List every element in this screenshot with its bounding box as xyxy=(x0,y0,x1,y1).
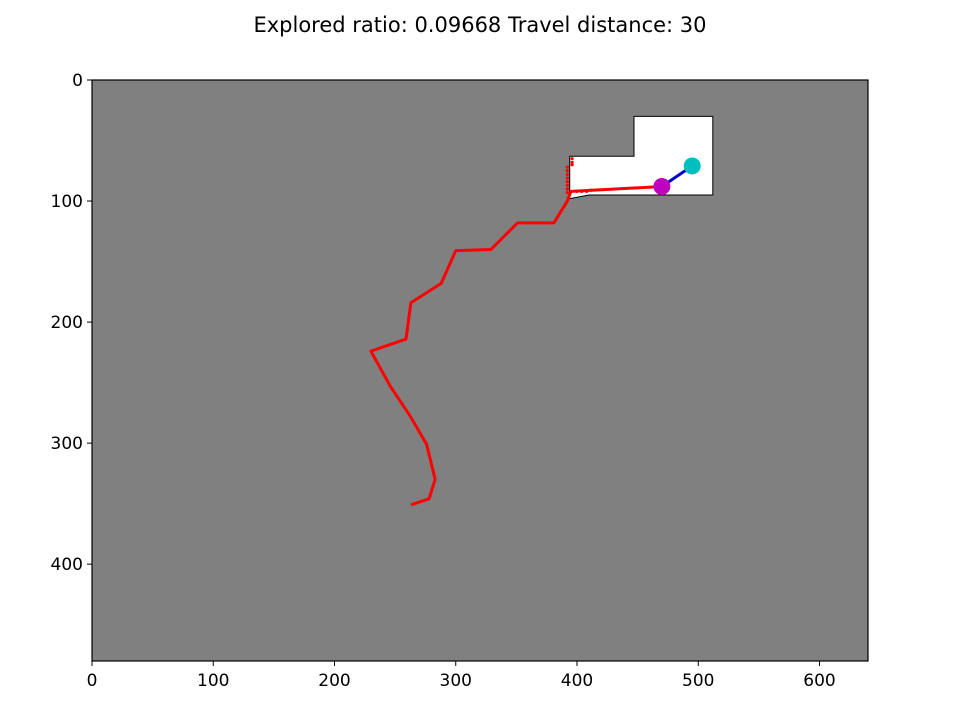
x-tick-label: 300 xyxy=(440,671,472,691)
robot-position-marker xyxy=(653,178,671,196)
frontier-point xyxy=(570,163,574,167)
frontier-point xyxy=(565,187,569,191)
plot-area xyxy=(91,79,869,662)
y-tick-label: 0 xyxy=(72,71,83,91)
y-tick-label: 200 xyxy=(51,313,83,333)
y-tick-label: 400 xyxy=(51,555,83,575)
frontier-point xyxy=(565,172,569,177)
x-tick-label: 100 xyxy=(197,671,229,691)
goal-marker xyxy=(683,157,701,175)
x-tick-label: 500 xyxy=(682,671,714,691)
frontier-point xyxy=(565,180,569,184)
frontier-point xyxy=(565,176,569,180)
explored-region xyxy=(569,115,714,200)
chart-title: Explored ratio: 0.09668 Travel distance:… xyxy=(253,13,706,37)
frontier-point xyxy=(565,190,569,195)
x-tick-label: 0 xyxy=(87,671,98,691)
frontier-point xyxy=(570,157,574,161)
axis-ticks: 0 100 200 300 400 500 600 0 100 200 300 400 xyxy=(51,71,836,691)
frontier-point xyxy=(565,169,569,173)
x-tick-label: 400 xyxy=(561,671,593,691)
frontier-point xyxy=(570,160,574,164)
trajectory-line xyxy=(369,185,662,507)
map-background xyxy=(92,80,868,661)
frontier-point xyxy=(565,165,569,169)
y-tick-label: 300 xyxy=(51,434,83,454)
y-tick-label: 100 xyxy=(51,192,83,212)
x-tick-label: 200 xyxy=(318,671,350,691)
axes-frame xyxy=(91,79,869,662)
x-tick-label: 600 xyxy=(803,671,835,691)
frontier-point xyxy=(565,183,569,187)
